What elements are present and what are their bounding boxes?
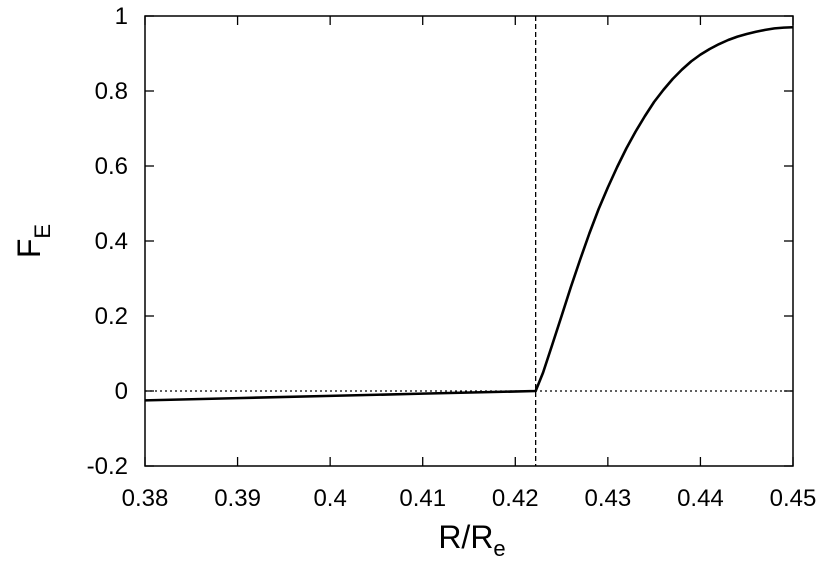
y-tick-label: -0.2 <box>87 453 128 480</box>
reference-lines <box>145 16 793 466</box>
series-line <box>144 25 794 402</box>
y-axis-label-sub: E <box>30 224 55 239</box>
x-tick-label: 0.44 <box>677 485 724 512</box>
x-tick-label: 0.42 <box>492 485 539 512</box>
y-tick-label: 0 <box>115 378 128 405</box>
x-axis-ticks: 0.38 0.39 0.4 0.41 0.42 0.43 0.44 0.45 <box>122 16 817 512</box>
y-tick-label: 0.8 <box>95 78 128 105</box>
y-tick-label: 1 <box>115 3 128 30</box>
x-tick-label: 0.4 <box>313 485 346 512</box>
x-axis-label-main: R/R <box>438 519 493 555</box>
y-tick-label: 0.2 <box>95 303 128 330</box>
x-tick-label: 0.39 <box>214 485 261 512</box>
y-axis-ticks: -0.2 0 0.2 0.4 0.6 0.8 1 <box>87 3 793 480</box>
y-axis-label-main: F <box>11 239 47 259</box>
data-series <box>144 25 794 402</box>
x-tick-label: 0.45 <box>770 485 817 512</box>
x-axis-label: R/Re <box>438 519 505 561</box>
y-axis-label: FE <box>11 224 55 258</box>
y-tick-label: 0.6 <box>95 153 128 180</box>
x-tick-label: 0.38 <box>122 485 169 512</box>
y-tick-label: 0.4 <box>95 228 128 255</box>
x-tick-label: 0.43 <box>584 485 631 512</box>
x-tick-label: 0.41 <box>399 485 446 512</box>
x-axis-label-sub: e <box>493 536 505 561</box>
